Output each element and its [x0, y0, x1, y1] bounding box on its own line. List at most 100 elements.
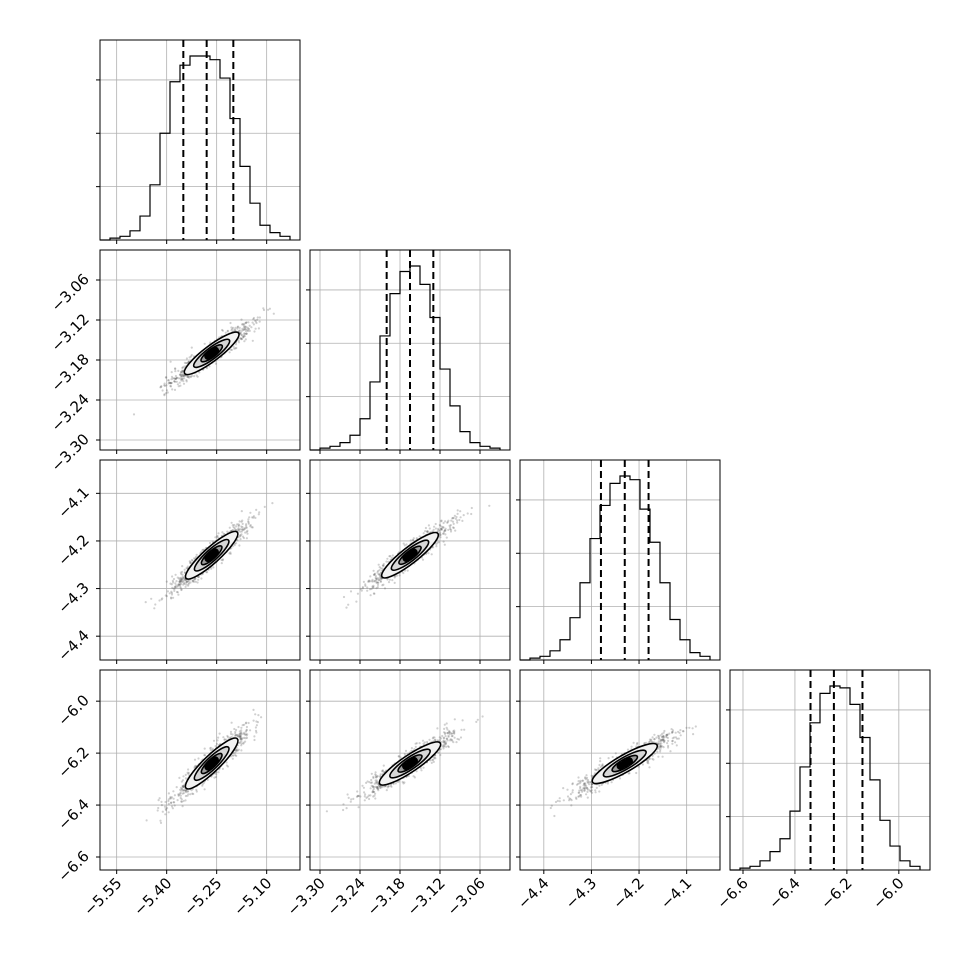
scatter-point — [177, 583, 181, 587]
scatter-point — [375, 587, 378, 590]
scatter-point — [409, 539, 412, 542]
scatter-point — [240, 729, 243, 732]
scatter-point — [230, 721, 233, 724]
scatter-point — [391, 554, 394, 557]
scatter-point — [167, 792, 170, 795]
scatter-point — [247, 522, 250, 525]
scatter-point — [403, 544, 406, 547]
scatter-point — [241, 329, 244, 332]
scatter-point — [579, 793, 583, 797]
scatter-point — [442, 731, 446, 734]
scatter-point — [246, 329, 250, 333]
scatter-point — [370, 587, 373, 591]
scatter-point — [171, 807, 174, 810]
scatter-point — [181, 578, 184, 581]
scatter-point — [245, 524, 248, 527]
scatter-point — [182, 785, 185, 789]
scatter-point — [376, 781, 379, 784]
scatter-point — [172, 801, 175, 804]
scatter-point — [238, 735, 241, 738]
scatter-point — [453, 730, 456, 734]
scatter-point — [439, 533, 442, 537]
scatter-point — [377, 578, 380, 582]
scatter-point — [245, 523, 248, 526]
scatter-point — [243, 723, 246, 726]
scatter-point — [160, 385, 163, 389]
scatter-point — [677, 737, 680, 740]
scatter-point — [180, 579, 183, 582]
scatter-point — [167, 382, 170, 385]
scatter-point — [376, 786, 379, 789]
scatter-point — [241, 528, 244, 531]
scatter-point — [236, 327, 239, 330]
scatter-point — [256, 721, 259, 724]
scatter-point — [443, 741, 446, 744]
scatter-point — [244, 740, 247, 743]
scatter-point — [231, 326, 235, 329]
scatter-point — [381, 769, 384, 772]
scatter-point — [255, 724, 258, 727]
scatter-point — [424, 526, 427, 530]
scatter-point — [252, 318, 255, 321]
scatter-point — [374, 779, 377, 782]
scatter-point — [428, 738, 431, 741]
scatter-point — [231, 529, 234, 532]
scatter-point — [167, 379, 170, 382]
scatter-point — [651, 740, 654, 744]
scatter-point — [390, 556, 393, 559]
scatter-point — [355, 795, 359, 798]
scatter-point — [197, 578, 200, 581]
scatter-point — [203, 788, 206, 791]
scatter-point — [237, 733, 240, 736]
scatter-point — [356, 790, 359, 793]
scatter-point — [589, 790, 593, 793]
scatter-point — [214, 362, 217, 365]
scatter-point — [245, 332, 248, 335]
scatter-point — [179, 384, 182, 387]
scatter-point — [190, 346, 193, 349]
scatter-point — [255, 731, 258, 734]
scatter-point — [185, 357, 188, 360]
scatter-point — [442, 739, 445, 742]
scatter-point — [228, 526, 231, 529]
scatter-point — [404, 749, 408, 753]
scatter-point — [193, 578, 196, 581]
scatter-point — [217, 532, 220, 535]
scatter-point — [442, 745, 445, 748]
scatter-point — [167, 798, 170, 801]
scatter-point — [188, 560, 191, 563]
scatter-point — [229, 732, 233, 736]
scatter-point — [185, 580, 188, 583]
scatter-point — [439, 524, 442, 527]
scatter-point — [221, 328, 224, 332]
scatter-point — [240, 738, 243, 741]
scatter-point — [180, 582, 183, 585]
scatter-point — [366, 589, 369, 592]
scatter-point — [251, 339, 254, 342]
scatter-point — [455, 515, 458, 519]
scatter-point — [234, 734, 237, 737]
scatter-point — [206, 571, 209, 574]
scatter-point — [578, 789, 581, 792]
scatter-point — [205, 571, 208, 574]
scatter-point — [185, 380, 188, 383]
scatter-point — [238, 329, 242, 332]
scatter-point — [446, 732, 449, 735]
scatter-point — [437, 527, 440, 531]
scatter-point — [248, 324, 251, 327]
scatter-point — [164, 800, 167, 804]
scatter-point — [220, 558, 223, 562]
scatter-point — [367, 794, 370, 797]
scatter-point — [382, 564, 385, 567]
scatter-point — [179, 794, 182, 797]
scatter-point — [174, 367, 177, 371]
scatter-point — [454, 517, 457, 520]
scatter-point — [216, 535, 219, 538]
scatter-point — [180, 798, 183, 801]
scatter-point — [181, 366, 184, 369]
scatter-point — [389, 784, 392, 787]
scatter-point — [247, 721, 250, 725]
scatter-point — [245, 729, 248, 732]
scatter-panel — [145, 708, 263, 825]
scatter-point — [242, 741, 245, 744]
